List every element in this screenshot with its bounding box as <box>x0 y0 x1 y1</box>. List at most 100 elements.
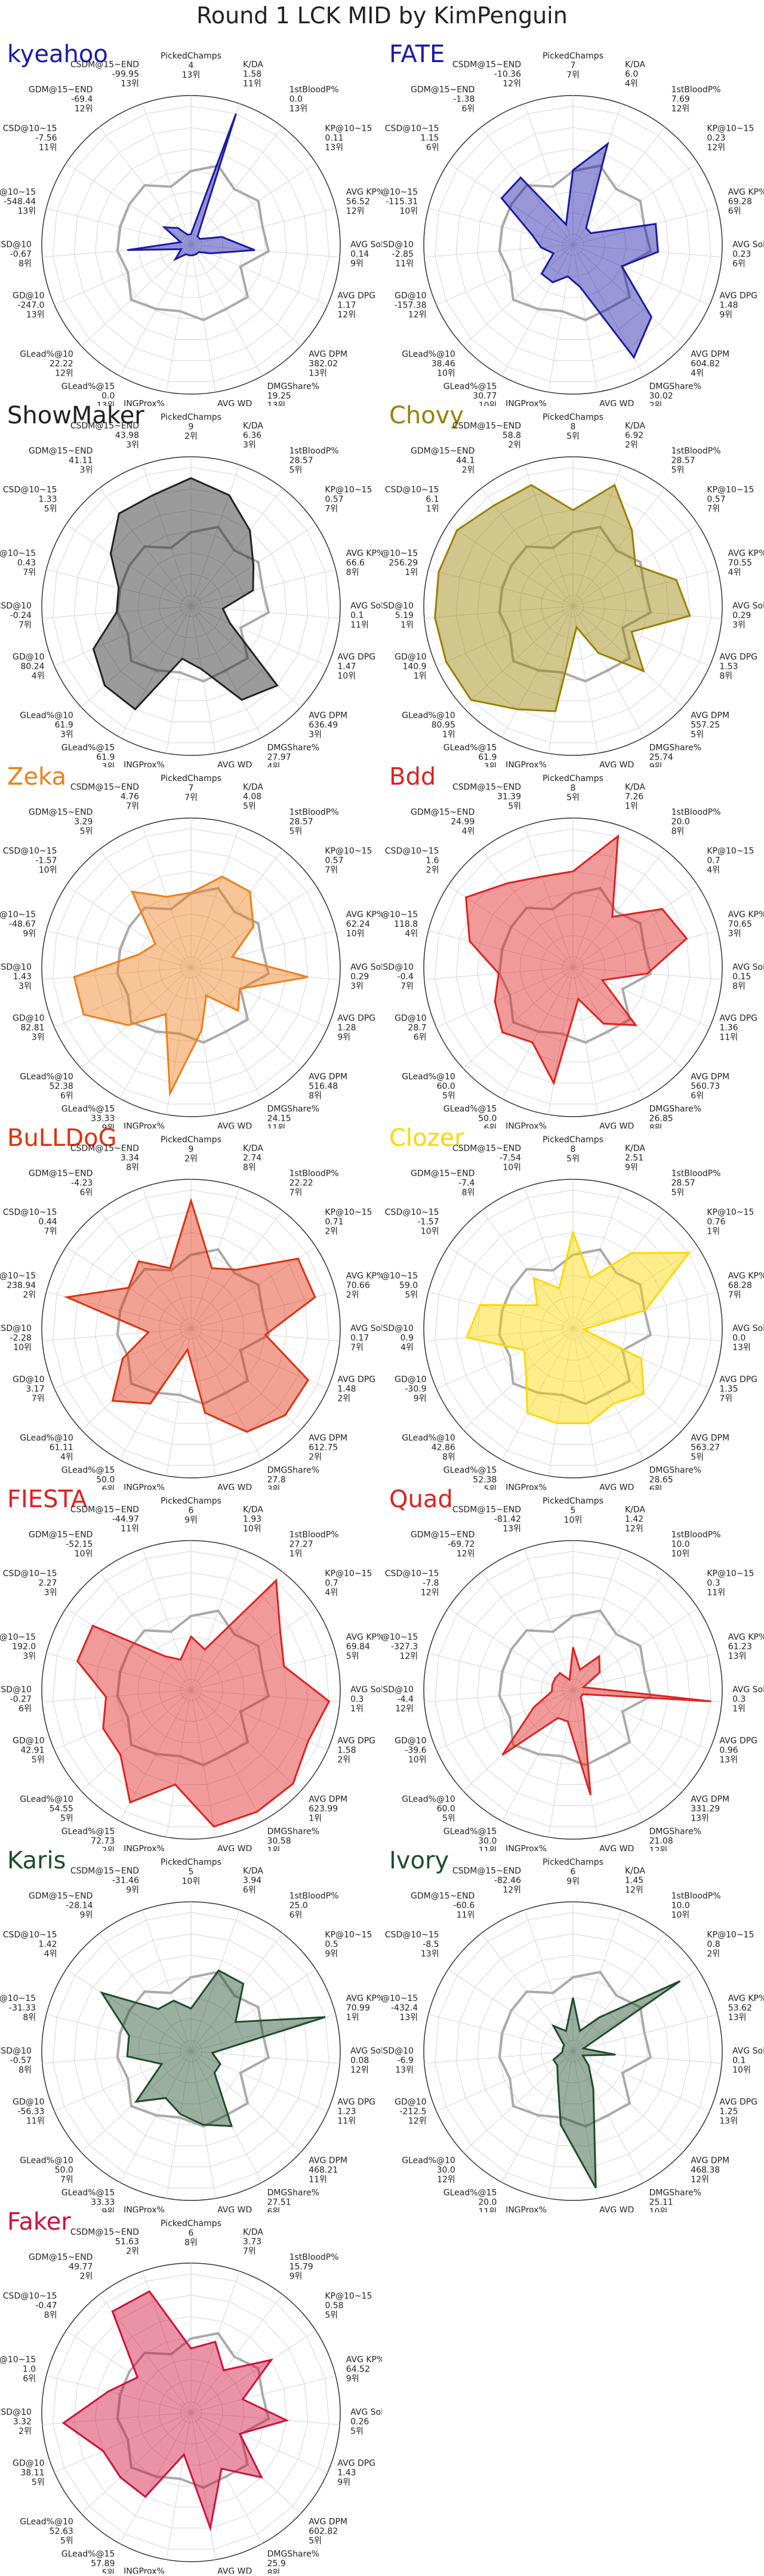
axis-spoke <box>524 103 574 245</box>
axis-name: K/DA <box>243 783 263 792</box>
axis-rank: 11위 <box>457 1911 475 1920</box>
axis-name: K/DA <box>625 1144 645 1154</box>
grid-ring <box>73 488 309 723</box>
axis-label: JNGProx%18.055위 <box>505 1483 547 1511</box>
axis-label: AVG WD0.2511위 <box>599 1121 634 1150</box>
axis-value: 623.99 <box>309 1805 338 1814</box>
axis-value: 0.29 <box>350 972 369 982</box>
axis-name: GDM@15~END <box>29 1530 93 1540</box>
axis-value: 28.57 <box>289 817 313 827</box>
axis-rank: 5위 <box>80 827 93 837</box>
axis-rank: 3위 <box>80 466 93 475</box>
radar-svg: PickedChamps68위K/DA3.737위1stBloodP%15.79… <box>0 2219 401 2576</box>
axis-name: GD@10 <box>395 1375 426 1385</box>
axis-name: AVG KP% <box>346 2355 382 2365</box>
axis-spoke <box>572 488 665 607</box>
axis-rank: 5위 <box>442 1814 455 1824</box>
axis-name: GD@10 <box>395 1736 426 1746</box>
grid-ring <box>562 233 584 256</box>
axis-spoke <box>524 826 574 968</box>
axis-rank: 2위 <box>649 401 663 406</box>
axis-spoke <box>524 1187 574 1329</box>
axis-name: AVG DPG <box>337 653 375 662</box>
axis-spoke <box>190 2412 301 2514</box>
axis-name: AVG SoloKill <box>350 963 382 972</box>
axis-name: KP@10~15 <box>707 846 754 856</box>
axis-spoke <box>190 244 301 346</box>
axis-value: 22.22 <box>50 359 73 369</box>
axis-rank: 6위 <box>484 1124 497 1129</box>
axis-name: GLead%@10 <box>20 2156 73 2166</box>
axis-value: 60.0 <box>437 1805 455 1814</box>
axis-value: 66.6 <box>346 558 365 568</box>
axis-spoke <box>436 1328 574 1389</box>
axis-label: AVG WD1.01위 <box>599 2205 634 2234</box>
axis-spoke <box>54 1689 192 1750</box>
axis-value: -7.4 <box>458 1179 475 1188</box>
axis-name: AVG KP% <box>346 910 382 920</box>
axis-rank: 7위 <box>325 504 338 514</box>
axis-name: CSDM@15~END <box>452 1867 521 1876</box>
axis-rank: 1위 <box>426 504 439 514</box>
axis-spoke <box>119 967 192 1099</box>
axis-rank: 11위 <box>39 143 57 152</box>
axis-value: 42.91 <box>21 1746 45 1756</box>
grid-ring <box>455 1933 691 2168</box>
axis-name: 1stBloodP% <box>289 1530 339 1540</box>
axis-spoke <box>501 605 574 738</box>
axis-rank: 5위 <box>566 793 580 803</box>
axis-name: JNGProx% <box>123 1121 165 1129</box>
grid-ring <box>159 212 223 277</box>
axis-rank: 5위 <box>44 504 57 514</box>
axis-spoke <box>46 1653 192 1690</box>
axis-spoke <box>142 2271 192 2413</box>
axis-rank: 3위 <box>102 763 115 767</box>
axis-spoke <box>572 1210 665 1329</box>
axis-value: -115.31 <box>386 197 418 207</box>
axis-spoke <box>572 1328 683 1430</box>
axis-name: PickedChamps <box>161 2219 221 2228</box>
axis-label: AVG WD0.2412위 <box>599 760 634 789</box>
axis-rank: 5위 <box>691 730 704 740</box>
axis-name: AVG KP% <box>728 1271 764 1281</box>
axis-value: 0.29 <box>732 611 751 620</box>
axis-name: CSD@10~15 <box>3 485 57 494</box>
axis-rank: 1위 <box>414 672 427 681</box>
axis-value: 30.02 <box>649 392 673 401</box>
player-name: Chovy <box>389 402 464 429</box>
axis-label: AVG WD0.3810위 <box>599 399 634 428</box>
axis-spoke <box>190 1548 240 1690</box>
axis-rank: 12위 <box>503 79 521 89</box>
axis-rank: 10위 <box>399 207 418 216</box>
axis-rank: 13위 <box>728 2013 747 2022</box>
axis-rank: 12위 <box>457 1550 475 1559</box>
axis-name: PickedChamps <box>161 774 221 783</box>
axis-name: GD@10~15 <box>0 1633 36 1642</box>
axis-rank: 2위 <box>337 1394 350 1404</box>
axis-name: DMGShare% <box>649 743 701 753</box>
radar-svg: PickedChamps77위K/DA6.04위1stBloodP%7.6912… <box>368 51 764 428</box>
grid-ring <box>455 1211 691 1445</box>
axis-name: KP@10~15 <box>325 1207 372 1217</box>
